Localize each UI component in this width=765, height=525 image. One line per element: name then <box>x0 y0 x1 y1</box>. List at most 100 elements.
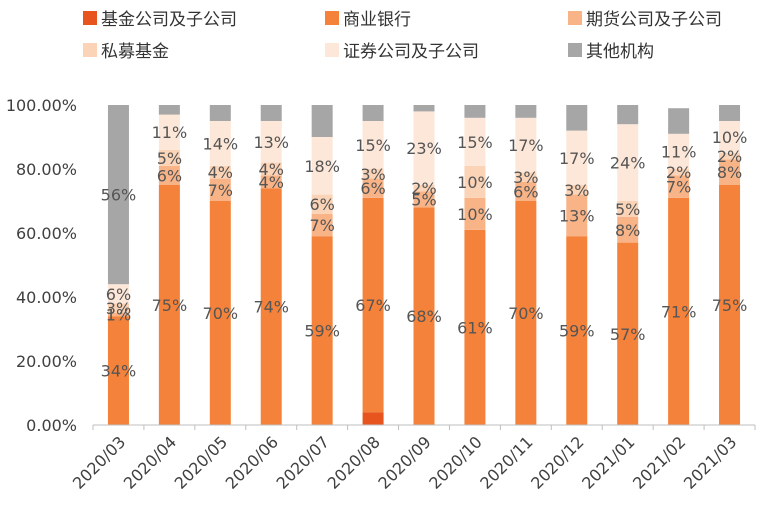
data-label: 23% <box>406 139 442 158</box>
data-label: 3% <box>513 168 538 187</box>
data-label: 57% <box>610 325 646 344</box>
data-label: 17% <box>508 136 544 155</box>
bar-segment <box>311 236 333 425</box>
bar-segment <box>719 121 741 153</box>
x-tick-label: 2020/09 <box>374 432 434 492</box>
bar-segment <box>362 121 384 169</box>
data-label: 11% <box>661 142 697 161</box>
bar-segment <box>668 108 690 134</box>
bar-segment <box>668 169 690 176</box>
y-tick-label: 0.00% <box>26 416 77 435</box>
bar-segment <box>260 121 282 163</box>
data-label: 13% <box>559 206 595 225</box>
data-label: 6% <box>106 285 131 304</box>
bar-segment <box>464 117 486 166</box>
bar-segment <box>362 412 384 425</box>
bar-segment <box>617 242 639 425</box>
bar-segment <box>617 105 639 125</box>
bar-segment <box>464 197 486 230</box>
legend-item: 基金公司及子公司 <box>83 10 237 30</box>
data-label: 6% <box>157 166 182 185</box>
bar-segment <box>566 130 588 185</box>
bar-segment <box>617 217 639 243</box>
data-label: 11% <box>152 123 188 142</box>
bar-segment <box>566 105 588 131</box>
bar-segment <box>719 105 741 121</box>
bar-segment <box>617 124 639 201</box>
data-label: 5% <box>615 200 640 219</box>
data-label: 10% <box>457 205 493 224</box>
data-label: 75% <box>152 296 188 315</box>
data-label: 10% <box>712 128 748 147</box>
data-label: 59% <box>304 322 340 341</box>
x-axis: 2020/032020/042020/052020/062020/072020/… <box>69 424 756 493</box>
data-label: 15% <box>457 133 493 152</box>
data-label: 6% <box>513 182 538 201</box>
bar-segment <box>515 181 537 201</box>
bar-segment <box>209 178 231 201</box>
bars <box>107 105 741 425</box>
legend-swatch <box>325 43 339 57</box>
bar-segment <box>107 105 129 285</box>
bar-segment <box>719 153 741 160</box>
bar-segment <box>515 201 537 425</box>
bar-segment <box>413 105 435 112</box>
bar-segment <box>413 207 435 425</box>
data-label: 3% <box>106 299 131 318</box>
x-tick-label: 2020/12 <box>527 432 587 492</box>
x-tick-label: 2020/04 <box>120 432 180 492</box>
bar-segment <box>413 185 435 192</box>
legend-label: 证券公司及子公司 <box>343 42 479 62</box>
data-label: 7% <box>208 181 233 200</box>
bar-segment <box>107 303 129 313</box>
data-label: 14% <box>203 134 239 153</box>
legend-item: 商业银行 <box>325 10 411 30</box>
bar-segment <box>362 178 384 198</box>
x-tick-label: 2020/08 <box>323 432 383 492</box>
bar-segment <box>668 197 690 425</box>
data-label: 67% <box>355 296 391 315</box>
bar-segment <box>107 313 129 317</box>
bar-segment <box>362 197 384 413</box>
data-label: 10% <box>457 173 493 192</box>
data-label: 61% <box>457 318 493 337</box>
bar-segment <box>260 188 282 425</box>
legend-swatch <box>83 11 97 25</box>
data-label: 59% <box>559 322 595 341</box>
x-tick-label: 2021/02 <box>629 432 689 492</box>
data-label: 71% <box>661 302 697 321</box>
bar-segment <box>413 111 435 185</box>
data-label: 56% <box>101 186 137 205</box>
bar-segment <box>464 165 486 198</box>
y-tick-label: 20.00% <box>16 352 77 371</box>
legend-label: 基金公司及子公司 <box>101 10 237 30</box>
data-label: 8% <box>717 163 742 182</box>
data-label: 13% <box>253 133 289 152</box>
legend-label: 其他机构 <box>586 42 654 62</box>
x-tick-label: 2020/11 <box>476 432 536 492</box>
y-tick-label: 100.00% <box>6 96 77 115</box>
bar-segment <box>107 284 129 304</box>
data-label: 5% <box>157 149 182 168</box>
bar-segment <box>566 194 588 237</box>
data-label: 2% <box>411 179 436 198</box>
legend-swatch <box>325 11 339 25</box>
x-tick-label: 2020/07 <box>273 432 333 492</box>
data-label: 24% <box>610 154 646 173</box>
bar-segment <box>362 169 384 179</box>
bar-segment <box>260 162 282 176</box>
data-label: 7% <box>666 178 691 197</box>
legend-label: 期货公司及子公司 <box>586 10 722 30</box>
data-label: 17% <box>559 149 595 168</box>
bar-segment <box>464 105 486 118</box>
y-tick-label: 60.00% <box>16 224 77 243</box>
data-label: 4% <box>208 163 233 182</box>
bar-segment <box>209 121 231 166</box>
legend-swatch <box>568 11 582 25</box>
bar-segment <box>311 137 333 195</box>
data-label: 6% <box>360 179 385 198</box>
bar-segment <box>566 185 588 195</box>
bar-segment <box>260 175 282 189</box>
bar-segment <box>362 105 384 121</box>
